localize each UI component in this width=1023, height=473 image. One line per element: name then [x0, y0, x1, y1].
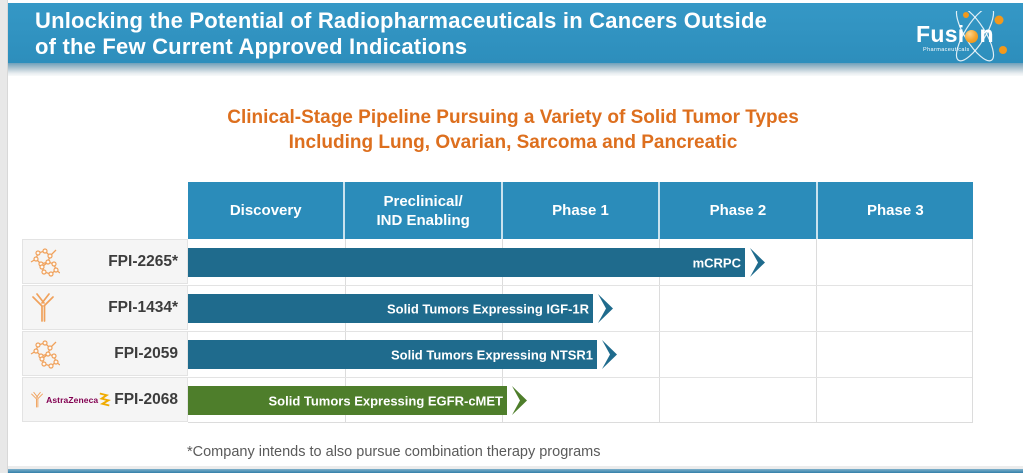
slide-subtitle: Clinical-Stage Pipeline Pursuing a Varie…	[8, 105, 1018, 155]
program-label-fpi-2265: FPI-2265*	[22, 239, 188, 284]
astrazeneca-speedmark-icon	[99, 392, 112, 407]
phase-header-label: Preclinical/	[383, 192, 463, 210]
program-name: FPI-2265*	[108, 252, 178, 270]
indication-label: Solid Tumors Expressing IGF-1R	[386, 301, 589, 316]
indication-label: Solid Tumors Expressing EGFR-cMET	[268, 393, 503, 408]
arrow-bar-shape	[188, 340, 617, 369]
pipeline-bar-fpi-2068: Solid Tumors Expressing EGFR-cMET	[188, 386, 527, 415]
molecule-icon	[30, 340, 60, 369]
subtitle-line2: Including Lung, Ovarian, Sarcoma and Pan…	[288, 132, 738, 153]
astrazeneca-partner-logo: AstraZeneca	[46, 391, 114, 408]
program-label-fpi-1434: FPI-1434*	[22, 285, 188, 330]
pipeline-bar-fpi-1434: Solid Tumors Expressing IGF-1R	[188, 294, 613, 323]
phase-header-phase1: Phase 1	[500, 182, 659, 239]
gridline	[502, 239, 503, 422]
footnote: *Company intends to also pursue combinat…	[187, 444, 601, 460]
phase-header-label: Phase 1	[552, 202, 609, 219]
antibody-icon	[31, 391, 43, 408]
phase-header-label: Phase 3	[866, 202, 924, 219]
gridline	[188, 331, 972, 332]
program-name: FPI-2068	[114, 390, 178, 408]
subtitle-line1: Clinical-Stage Pipeline Pursuing a Varie…	[227, 107, 799, 128]
page-gap	[8, 466, 1023, 469]
phase-header-label2: IND Enabling	[376, 211, 470, 229]
gridline	[188, 285, 972, 286]
slide-title-line1: Unlocking the Potential of Radiopharmace…	[35, 8, 768, 33]
phase-header-phase2: Phase 2	[658, 182, 816, 239]
pipeline-bar-fpi-2265: mCRPC	[188, 248, 765, 277]
slide-title: Unlocking the Potential of Radiopharmace…	[35, 8, 895, 60]
fusion-logo: Fusi n Pharmaceuticals	[913, 11, 1013, 63]
arrow-bar-shape	[188, 386, 527, 415]
fusion-logo-text-left: Fusi	[916, 21, 965, 47]
fusion-logo-atom-icon	[965, 30, 979, 43]
arrow-bar-shape	[188, 248, 765, 277]
phase-header-label: Discovery	[229, 202, 302, 219]
fusion-logo-wordmark: Fusi n	[916, 21, 994, 48]
gridline	[816, 239, 817, 422]
phase-header-preclinical: Preclinical/ IND Enabling	[343, 182, 501, 239]
next-slide-top-edge	[8, 469, 1023, 473]
molecule-icon	[30, 248, 60, 277]
gridline	[345, 239, 346, 422]
indication-label: mCRPC	[692, 255, 741, 270]
phase-header-discovery: Discovery	[188, 182, 344, 239]
astrazeneca-wordmark: AstraZeneca	[46, 394, 99, 405]
phase-header-phase3: Phase 3	[815, 182, 974, 239]
viewer-left-edge	[0, 0, 8, 473]
gridline	[188, 377, 972, 378]
gridline	[659, 239, 660, 422]
indication-label: Solid Tumors Expressing NTSR1	[390, 347, 593, 362]
arrow-bar-shape	[188, 294, 613, 323]
program-name: FPI-1434*	[108, 298, 178, 316]
pipeline-bar-fpi-2059: Solid Tumors Expressing NTSR1	[188, 340, 617, 369]
slide-page: Unlocking the Potential of Radiopharmace…	[8, 0, 1023, 466]
header-banner: Unlocking the Potential of Radiopharmace…	[8, 3, 1023, 63]
pipeline-phase-header-row: Discovery Preclinical/ IND Enabling Phas…	[188, 182, 974, 239]
fusion-logo-text-right: n	[979, 21, 994, 47]
fusion-logo-tagline: Pharmaceuticals	[923, 47, 970, 53]
phase-header-label: Phase 2	[709, 202, 767, 219]
program-name: FPI-2059	[114, 344, 178, 362]
program-label-fpi-2068: AstraZeneca FPI-2068	[22, 377, 188, 422]
slide-title-line2: of the Few Current Approved Indications	[35, 34, 468, 59]
header-ribbon-shadow	[8, 63, 1023, 76]
antibody-icon	[32, 292, 54, 322]
program-label-fpi-2059: FPI-2059	[22, 331, 188, 376]
